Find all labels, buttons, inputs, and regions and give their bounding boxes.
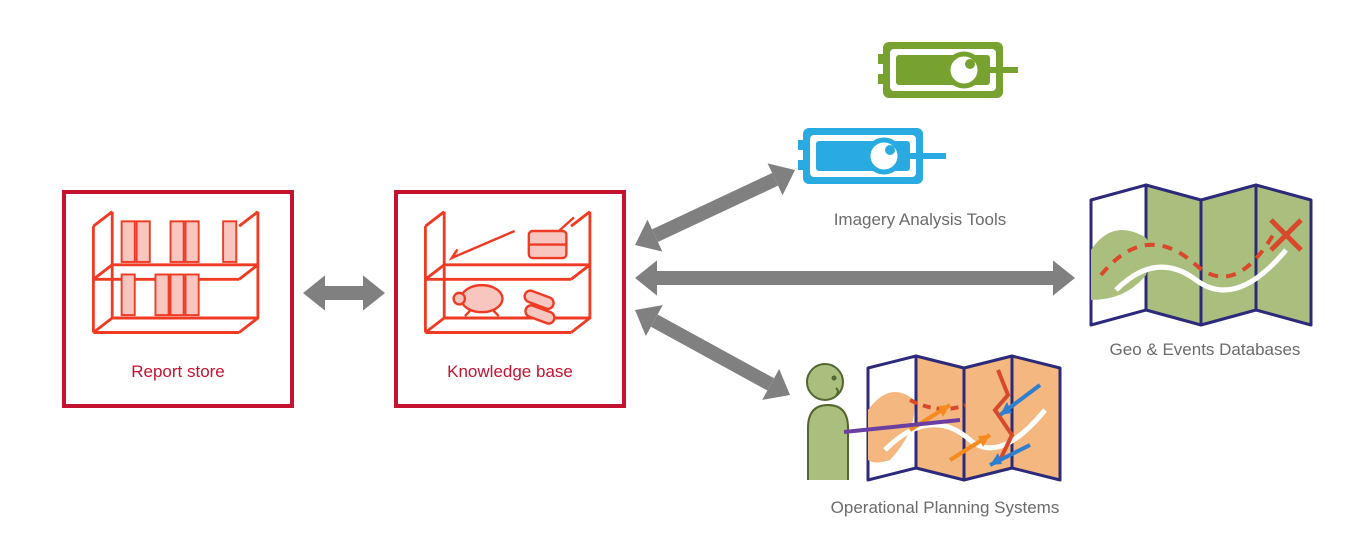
report-store-label: Report store [62, 362, 294, 382]
imagery-analysis-label: Imagery Analysis Tools [800, 210, 1040, 230]
diagram-stage: Report store Knowledge base Imagery Anal… [0, 0, 1372, 544]
operational-planning-label: Operational Planning Systems [800, 498, 1090, 518]
geo-databases-label: Geo & Events Databases [1085, 340, 1325, 360]
connection-arrows [0, 0, 1372, 544]
knowledge-base-label: Knowledge base [394, 362, 626, 382]
